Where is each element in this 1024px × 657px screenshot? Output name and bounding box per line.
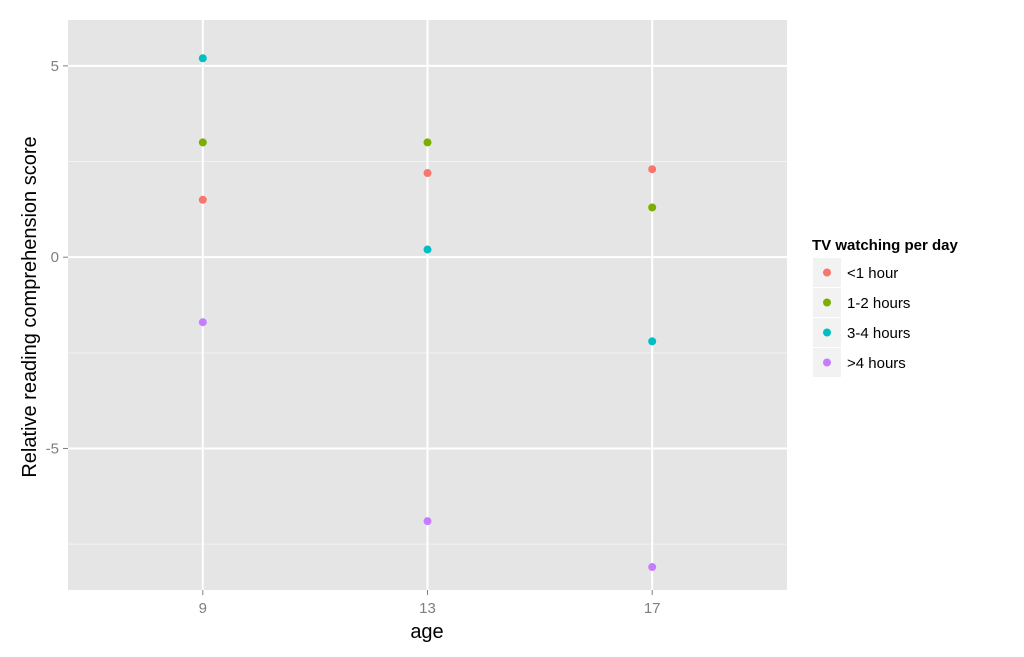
x-tick-label: 17: [644, 600, 661, 617]
legend-title: TV watching per day: [812, 237, 959, 254]
data-point-series-1: [198, 138, 207, 147]
data-point-series-0: [423, 169, 432, 178]
y-tick-label: 5: [51, 58, 59, 75]
x-axis-ticks: 9 13 17: [199, 590, 661, 617]
x-tick-label: 9: [199, 600, 207, 617]
data-point-series-2: [423, 245, 432, 254]
y-tick-label: -5: [46, 440, 59, 457]
x-axis-title: age: [410, 621, 443, 643]
y-axis-title: Relative reading comprehension score: [19, 136, 41, 477]
legend-key-dot: [823, 328, 831, 337]
legend-label: >4 hours: [847, 355, 906, 372]
data-point-series-3: [198, 318, 207, 327]
legend-key-dot: [823, 268, 831, 277]
data-points: [198, 54, 657, 572]
data-point-series-2: [198, 54, 207, 63]
data-point-series-1: [423, 138, 432, 147]
legend-label: <1 hour: [847, 265, 898, 282]
legend-label: 3-4 hours: [847, 325, 910, 342]
data-point-series-0: [648, 165, 657, 174]
legend-key-dot: [823, 358, 831, 367]
grid-major: [68, 20, 787, 590]
y-tick-label: 0: [51, 249, 59, 266]
legend: TV watching per day <1 hour 1-2 hours 3-4 …: [812, 237, 959, 377]
data-point-series-3: [648, 563, 657, 572]
data-point-series-0: [198, 195, 207, 204]
data-point-series-1: [648, 203, 657, 212]
legend-key-dot: [823, 298, 831, 307]
y-axis-ticks: -5 0 5: [46, 58, 68, 457]
data-point-series-3: [423, 517, 432, 526]
data-point-series-2: [648, 337, 657, 346]
x-tick-label: 13: [419, 600, 436, 617]
legend-label: 1-2 hours: [847, 295, 910, 312]
legend-items: <1 hour 1-2 hours 3-4 hours >4 hours: [813, 258, 910, 377]
